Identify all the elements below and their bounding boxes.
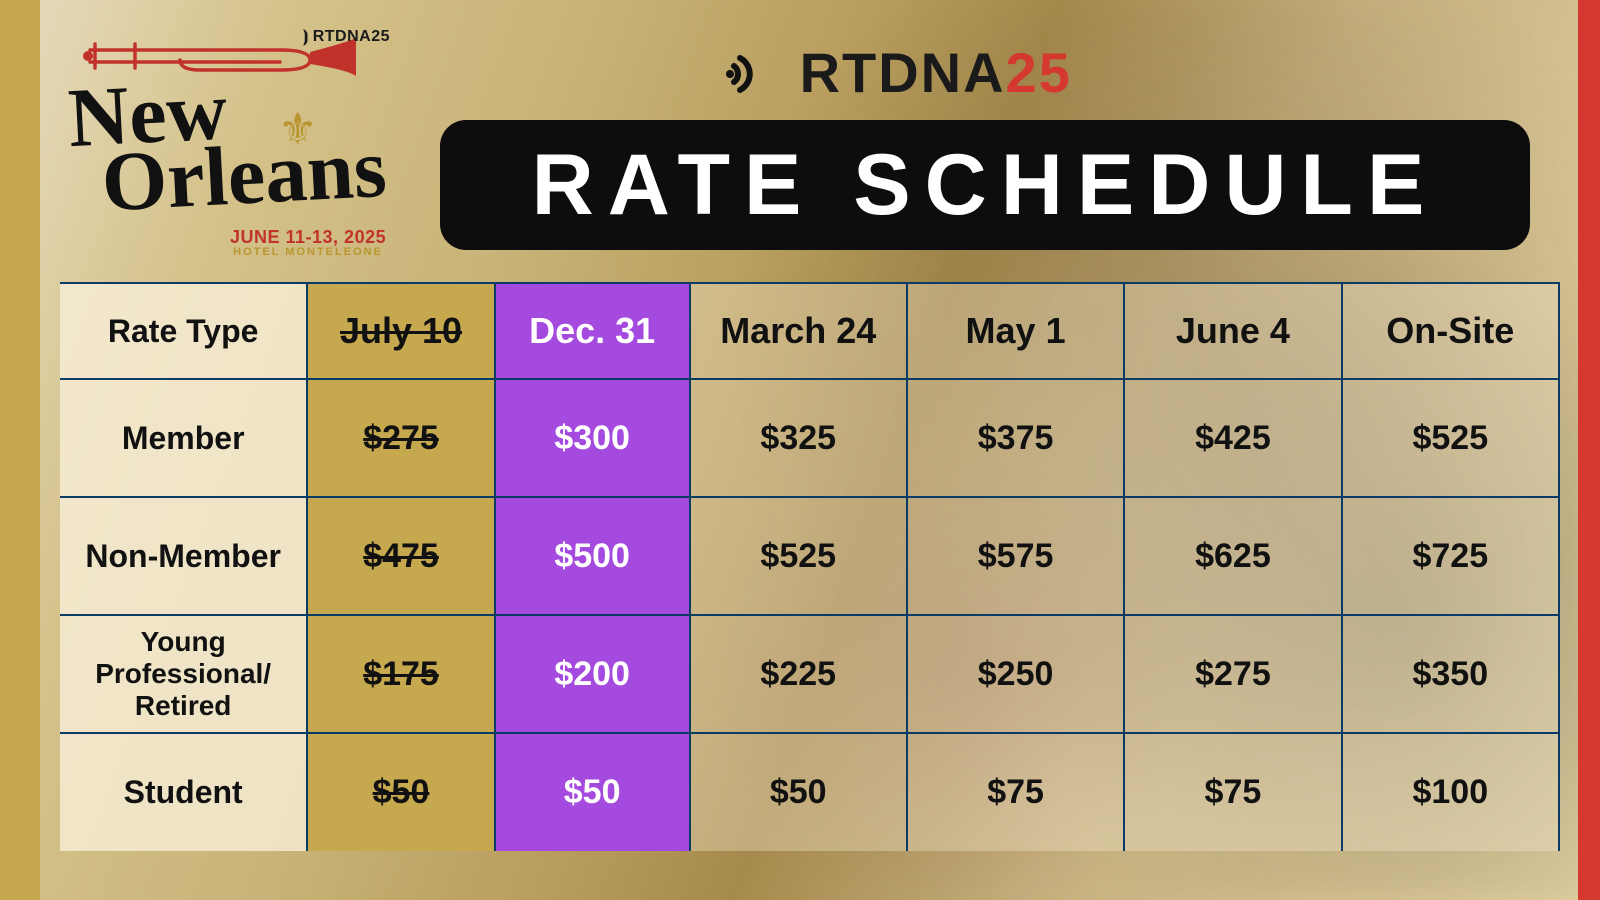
price-cell: $300: [495, 379, 690, 497]
logo-brand-small: ⦘RTDNA25: [303, 28, 390, 46]
price-cell: $75: [907, 733, 1124, 851]
price-cell: $175: [307, 615, 494, 733]
event-dates: JUNE 11-13, 2025 HOTEL MONTELEONE: [230, 228, 386, 258]
price-cell: $50: [690, 733, 907, 851]
table-row: Member$275$300$325$375$425$525: [60, 379, 1559, 497]
table-row: Student$50$50$50$75$75$100: [60, 733, 1559, 851]
price-cell: $275: [307, 379, 494, 497]
price-cell: $525: [1342, 379, 1559, 497]
price-cell: $50: [307, 733, 494, 851]
row-header-label: Rate Type: [60, 283, 307, 379]
rate-table: Rate TypeJuly 10Dec. 31March 24May 1June…: [60, 282, 1560, 851]
price-cell: $50: [495, 733, 690, 851]
sound-arc-icon: [720, 41, 790, 104]
price-cell: $500: [495, 497, 690, 615]
price-cell: $275: [1124, 615, 1341, 733]
event-venue: HOTEL MONTELEONE: [230, 247, 386, 259]
price-cell: $350: [1342, 615, 1559, 733]
price-cell: $375: [907, 379, 1124, 497]
price-cell: $475: [307, 497, 494, 615]
left-accent-bar: [0, 0, 40, 900]
price-cell: $725: [1342, 497, 1559, 615]
price-cell: $525: [690, 497, 907, 615]
column-header: June 4: [1124, 283, 1341, 379]
price-cell: $75: [1124, 733, 1341, 851]
price-cell: $425: [1124, 379, 1341, 497]
page-title: RATE SCHEDULE: [532, 136, 1439, 235]
row-label: Young Professional/ Retired: [60, 615, 307, 733]
table-row: Young Professional/ Retired$175$200$225$…: [60, 615, 1559, 733]
city-line2: Orleans: [100, 135, 388, 215]
row-label: Member: [60, 379, 307, 497]
row-label: Non-Member: [60, 497, 307, 615]
table-row: Non-Member$475$500$525$575$625$725: [60, 497, 1559, 615]
table-header-row: Rate TypeJuly 10Dec. 31March 24May 1June…: [60, 283, 1559, 379]
price-cell: $325: [690, 379, 907, 497]
price-cell: $575: [907, 497, 1124, 615]
column-header: Dec. 31: [495, 283, 690, 379]
brand-large: RTDNA25: [720, 40, 1072, 105]
column-header: On-Site: [1342, 283, 1559, 379]
city-script: New Orleans: [67, 70, 388, 217]
sound-arc-icon: ⦘: [303, 28, 309, 46]
price-cell: $225: [690, 615, 907, 733]
price-cell: $250: [907, 615, 1124, 733]
column-header: March 24: [690, 283, 907, 379]
row-label: Student: [60, 733, 307, 851]
column-header: May 1: [907, 283, 1124, 379]
price-cell: $625: [1124, 497, 1341, 615]
right-accent-bar: [1578, 0, 1600, 900]
price-cell: $200: [495, 615, 690, 733]
rate-schedule-slide: ⦘RTDNA25 New Orleans ⚜ JUNE 11-13, 2025 …: [0, 0, 1600, 900]
fleur-de-lis-icon: ⚜: [278, 104, 317, 155]
column-header: July 10: [307, 283, 494, 379]
event-logo: ⦘RTDNA25 New Orleans ⚜ JUNE 11-13, 2025 …: [70, 20, 390, 260]
title-pill: RATE SCHEDULE: [440, 120, 1530, 250]
price-cell: $100: [1342, 733, 1559, 851]
